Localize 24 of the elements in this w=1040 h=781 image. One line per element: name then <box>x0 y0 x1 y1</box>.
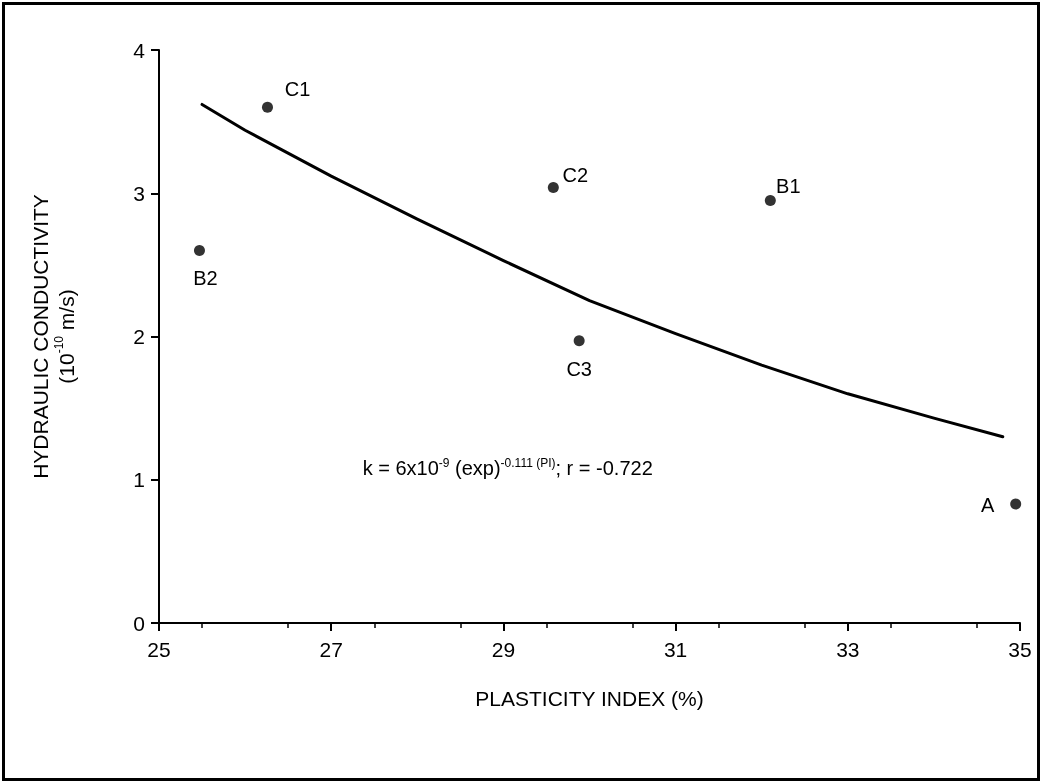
y-tick-label: 1 <box>133 468 145 492</box>
y-tick-label: 4 <box>133 38 146 62</box>
x-tick-label: 25 <box>147 638 171 661</box>
annotation: B1 <box>776 175 801 198</box>
x-tick-label: 33 <box>836 638 860 661</box>
point <box>262 101 273 113</box>
annotation: C1 <box>284 78 311 101</box>
y-tick-label: 0 <box>133 611 145 635</box>
point <box>547 182 559 194</box>
annotation: C3 <box>566 357 592 380</box>
x-tick-label: 31 <box>663 638 688 661</box>
x-tick-label: 27 <box>319 638 343 661</box>
y-tick-label: 2 <box>133 325 145 348</box>
point <box>193 245 205 257</box>
point <box>1010 498 1022 510</box>
point <box>764 194 776 206</box>
y-tick-label: 3 <box>133 181 145 205</box>
point <box>573 335 585 347</box>
annotation: C2 <box>562 163 589 186</box>
annotation: B2 <box>193 266 218 289</box>
annotation: A <box>981 494 996 517</box>
x-tick-label: 29 <box>491 638 516 661</box>
x-tick-label: 35 <box>1008 638 1032 661</box>
x-axis-title: PLASTICITY INDEX (%) <box>475 687 704 710</box>
